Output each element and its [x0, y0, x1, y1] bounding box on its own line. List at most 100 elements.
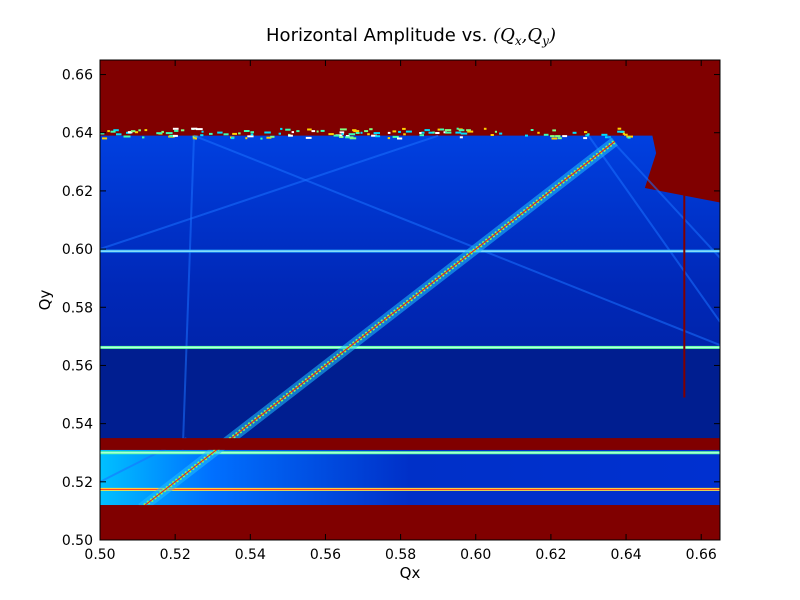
noise-speck [466, 129, 471, 132]
y-tick-label: 0.54 [62, 417, 93, 433]
noise-speck [467, 130, 474, 133]
x-tick-label: 0.66 [686, 547, 717, 563]
x-tick-label: 0.60 [460, 547, 491, 563]
y-tick-label: 0.50 [62, 533, 93, 549]
noise-speck [402, 127, 406, 130]
noise-speck [345, 135, 350, 137]
noise-speck [584, 131, 588, 134]
x-tick-label: 0.50 [84, 547, 115, 563]
noise-speck [494, 130, 497, 133]
noise-speck [392, 130, 397, 133]
noise-speck [483, 127, 487, 130]
noise-speck [316, 130, 319, 133]
x-tick-label: 0.54 [235, 547, 266, 563]
noise-speck [550, 135, 555, 138]
noise-speck [161, 130, 164, 133]
noise-speck [543, 133, 549, 136]
noise-speck [243, 130, 250, 132]
gap-band [100, 438, 720, 450]
noise-speck [123, 135, 131, 138]
noise-speck [341, 133, 344, 136]
noise-speck [223, 133, 229, 136]
noise-speck [419, 132, 422, 134]
noise-speck [403, 133, 406, 136]
noise-speck [348, 133, 356, 136]
noise-speck [456, 127, 459, 130]
x-axis-label: Qx [400, 564, 421, 582]
noise-speck [180, 129, 185, 132]
noise-speck [432, 131, 435, 134]
noise-speck [232, 132, 237, 135]
noise-speck [440, 128, 444, 131]
noise-speck [328, 133, 334, 136]
y-axis: 0.50 0.52 0.54 0.56 0.58 0.60 0.62 0.64 0.66 [62, 68, 720, 549]
noise-speck [601, 133, 608, 136]
y-tick-label: 0.52 [62, 475, 93, 491]
y-tick-label: 0.60 [62, 242, 93, 258]
lower-data-block [100, 449, 720, 506]
resonance-line [181, 138, 195, 453]
noise-speck [144, 129, 148, 132]
noise-speck [355, 132, 360, 134]
noise-speck [307, 128, 312, 131]
chart-title: Horizontal Amplitude vs. (Qx,Qy) [266, 25, 556, 48]
noise-speck [320, 129, 325, 132]
plot-area [100, 60, 720, 540]
noise-speck [444, 129, 452, 132]
noise-speck [245, 137, 248, 140]
noise-speck [191, 127, 198, 130]
noise-speck [142, 136, 145, 139]
noise-speck [622, 132, 625, 135]
noise-speck [127, 131, 132, 134]
noise-speck [113, 129, 119, 132]
noise-speck [247, 135, 254, 138]
noise-speck [285, 128, 291, 131]
noise-speck [387, 137, 391, 140]
noise-speck [156, 132, 163, 135]
noise-speck [264, 131, 271, 134]
noise-speck [583, 137, 588, 140]
noise-speck [311, 130, 316, 133]
noise-speck [490, 134, 494, 136]
noise-speck [266, 136, 272, 139]
noise-speck [339, 131, 345, 134]
noise-speck [349, 137, 357, 140]
noise-speck [371, 134, 377, 137]
noise-speck [339, 136, 344, 138]
noise-speck [397, 137, 403, 140]
plot-frame [99, 59, 721, 541]
noise-speck [421, 131, 425, 134]
noise-speck [587, 133, 590, 136]
x-tick-label: 0.64 [610, 547, 641, 563]
x-tick-label: 0.56 [310, 547, 341, 563]
noise-speck [296, 130, 300, 133]
y-tick-label: 0.62 [62, 184, 93, 200]
noise-speck [557, 137, 562, 140]
noise-speck [459, 129, 465, 132]
noise-speck [552, 129, 556, 132]
y-tick-label: 0.58 [62, 300, 93, 316]
noise-speck [107, 130, 110, 133]
noise-speck [562, 135, 568, 138]
noise-speck [201, 130, 204, 133]
noise-speck [424, 129, 430, 132]
noise-speck [373, 132, 380, 135]
noise-speck [192, 137, 197, 140]
chart-title-math: (Qx,Qy) [493, 25, 556, 48]
noise-speck [174, 129, 179, 132]
bottom-band [100, 505, 720, 540]
noise-speck [437, 128, 440, 131]
noise-speck [419, 134, 424, 137]
noise-speck [375, 135, 381, 138]
noise-speck [305, 136, 312, 139]
resonance-line [606, 134, 720, 259]
noise-speck [530, 129, 534, 131]
noise-speck [169, 134, 176, 137]
noise-speck [499, 132, 503, 135]
noise-speck [280, 127, 283, 130]
noise-speck [238, 132, 241, 135]
noise-speck [617, 127, 622, 130]
noise-speck [460, 132, 468, 135]
noise-speck [288, 134, 293, 137]
